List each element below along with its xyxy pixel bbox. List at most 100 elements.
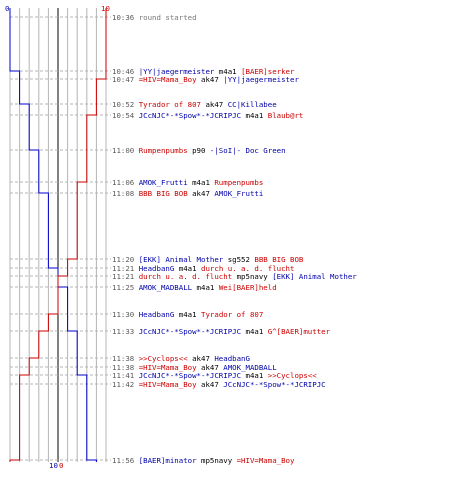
player-name: JCcNJC*-*Spow*-*JCRIPJC [138,327,242,336]
player-name: BBB BIG BOB [138,189,188,198]
player-name: Tyrador of 807 [201,310,264,319]
kill-event-row: 11:21 HeadbanG m4a1 durch u. a. d. fluch… [112,264,294,273]
player-name: =HIV=Mama_Boy [138,363,197,372]
weapon-name: m4a1 [241,327,268,336]
weapon-name: m4a1 [241,111,268,120]
player-name: [EKK] Animal Mother [272,272,357,281]
weapon-name: p90 [187,146,210,155]
player-name: JCcNJC*-*Spow*-*JCRIPJC [223,380,326,389]
event-time: 11:33 [112,327,139,336]
player-name: AMOK_MADBALL [138,283,193,292]
kill-event-row: 11:25 AMOK_MADBALL m4a1 Wei[BAER]held [112,283,277,292]
red-team-alive-line [9,8,107,462]
kill-event-row: 11:00 Rumpenpumbs p90 -|SoI|- Doc Green [112,146,286,155]
weapon-name: m4a1 [241,371,268,380]
kill-event-row: 11:06 AMOK_Frutti m4a1 Rumpenpumbs [112,178,263,187]
event-time: 11:25 [112,283,139,292]
event-time: 11:41 [112,371,139,380]
player-name: -|SoI|- Doc Green [209,146,286,155]
player-name: Rumpenpumbs [214,178,264,187]
player-name: round started [138,13,197,22]
kill-event-row: 11:41 JCcNJC*-*Spow*-*JCRIPJC m4a1 >>Cyc… [112,371,317,380]
kill-event-row: 10:36 round started [112,13,197,22]
event-time: 10:36 [112,13,139,22]
weapon-name: m4a1 [192,283,219,292]
event-time: 11:30 [112,310,139,319]
kill-event-row: 11:33 JCcNJC*-*Spow*-*JCRIPJC m4a1 G^[BA… [112,327,330,336]
player-name: Rumpenpumbs [138,146,188,155]
red-team-start-count: 10 [101,4,110,13]
player-name: durch u. a. d. flucht [201,264,295,273]
player-name: G^[BAER]mutter [267,327,331,336]
player-name: Tyrador of 807 [138,100,201,109]
kill-event-row: 11:20 [EKK] Animal Mother sg552 BBB BIG … [112,255,303,264]
event-time: 10:46 [112,67,139,76]
player-name: HeadbanG [138,310,175,319]
blue-team-alive-line [9,8,97,462]
player-name: [EKK] Animal Mother [138,255,224,264]
weapon-name: m4a1 [187,178,215,187]
weapon-name: ak47 [187,189,215,198]
player-name: AMOK_MADBALL [223,363,277,372]
player-name: =HIV=Mama_Boy [138,75,197,84]
weapon-name: m4a1 [174,264,202,273]
player-name: =HIV=Mama_Boy [138,380,197,389]
event-time: 11:38 [112,354,139,363]
event-time: 10:52 [112,100,139,109]
player-name: durch u. a. d. flucht [138,272,233,281]
event-time: 11:21 [112,264,139,273]
player-name: |YY|jaegermeister [138,67,215,76]
weapon-name: sg552 [223,255,255,264]
weapon-name: mp5navy [232,272,273,281]
player-name: JCcNJC*-*Spow*-*JCRIPJC [138,111,242,120]
player-name: [BAER]serker [241,67,295,76]
kill-event-row: 11:21 durch u. a. d. flucht mp5navy [EKK… [112,272,357,281]
kill-event-row: 11:42 =HIV=Mama_Boy ak47 JCcNJC*-*Spow*-… [112,380,326,389]
player-name: HeadbanG [138,264,175,273]
weapon-name: m4a1 [174,310,202,319]
event-time: 11:06 [112,178,139,187]
weapon-name: m4a1 [214,67,242,76]
weapon-name: ak47 [196,380,224,389]
red-team-end-count: 0 [59,461,64,470]
blue-team-start-count: 0 [5,4,10,13]
weapon-name: ak47 [196,363,224,372]
player-name: Blaub@rt [267,111,304,120]
event-time: 10:47 [112,75,139,84]
kill-event-row: 10:46 |YY|jaegermeister m4a1 [BAER]serke… [112,67,294,76]
player-name: HeadbanG [214,354,250,363]
event-time: 11:00 [112,146,139,155]
player-name: AMOK_Frutti [138,178,188,187]
event-time: 10:54 [112,111,139,120]
weapon-name: mp5navy [196,456,237,465]
kill-event-row: 11:30 HeadbanG m4a1 Tyrador of 807 [112,310,263,319]
player-name: AMOK_Frutti [214,189,264,198]
weapon-name: ak47 [201,100,228,109]
weapon-name: ak47 [187,354,215,363]
event-time: 11:08 [112,189,139,198]
player-name: [BAER]minator [138,456,197,465]
event-time: 11:20 [112,255,139,264]
player-name: BBB BIG BOB [254,255,304,264]
blue-team-end-count: 10 [49,461,58,470]
kill-event-row: 11:08 BBB BIG BOB ak47 AMOK_Frutti [112,189,263,198]
event-time: 11:42 [112,380,139,389]
player-name: =HIV=Mama_Boy [236,456,295,465]
kill-event-row: 11:38 >>Cyclops<< ak47 HeadbanG [112,354,250,363]
event-time: 11:38 [112,363,139,372]
weapon-name: ak47 [196,75,224,84]
event-time: 11:21 [112,272,139,281]
player-name: |YY|jaegermeister [223,75,299,84]
player-name: >>Cyclops<< [138,354,188,363]
kill-event-row: 10:54 JCcNJC*-*Spow*-*JCRIPJC m4a1 Blaub… [112,111,303,120]
kill-event-row: 11:38 =HIV=Mama_Boy ak47 AMOK_MADBALL [112,363,277,372]
player-name: JCcNJC*-*Spow*-*JCRIPJC [138,371,242,380]
event-time: 11:56 [112,456,139,465]
player-name: CC|Killabee [227,100,277,109]
player-name: Wei[BAER]held [218,283,277,292]
kill-event-row: 11:56 [BAER]minator mp5navy =HIV=Mama_Bo… [112,456,294,465]
kill-event-row: 10:52 Tyrador of 807 ak47 CC|Killabee [112,100,277,109]
player-name: >>Cyclops<< [267,371,317,380]
kill-event-row: 10:47 =HIV=Mama_Boy ak47 |YY|jaegermeist… [112,75,299,84]
